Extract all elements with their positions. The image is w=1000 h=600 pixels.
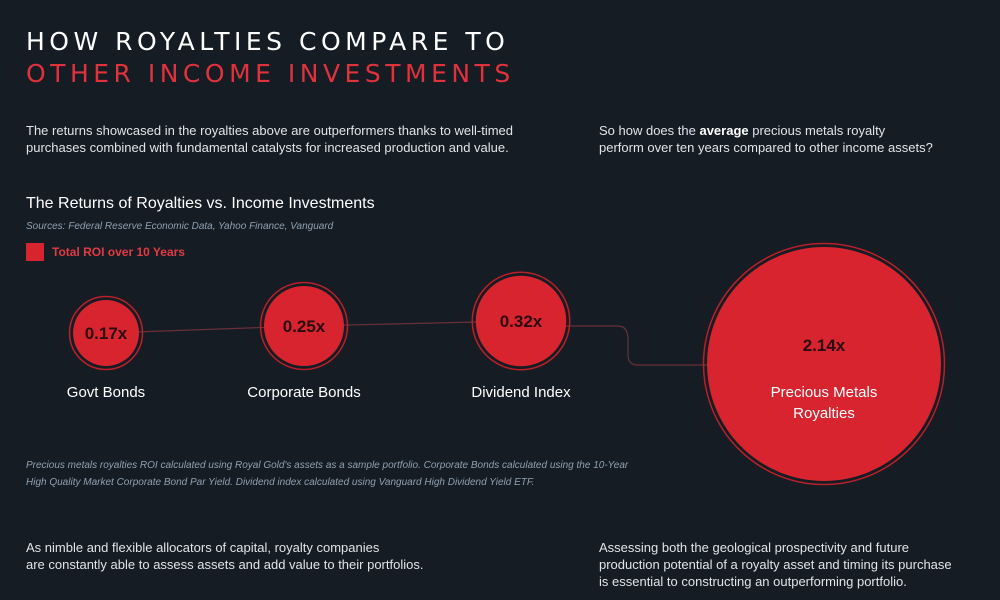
bubble-ring-1	[68, 295, 144, 371]
bottom-right-line-3: is essential to constructing an outperfo…	[599, 574, 907, 589]
chart-footnote: Precious metals royalties ROI calculated…	[26, 457, 726, 491]
value-label-3: 0.32x	[500, 312, 543, 331]
bubble-3	[475, 275, 567, 367]
bottom-left-line-2: are constantly able to assess assets and…	[26, 557, 424, 572]
bubble-1	[73, 300, 139, 366]
intro-left-line-2: purchases combined with fundamental cata…	[26, 140, 509, 155]
legend-swatch	[26, 243, 44, 261]
title-line-2: OTHER INCOME INVESTMENTS	[26, 59, 515, 88]
bubble-ring-3	[471, 271, 571, 371]
category-label-4-line-2: Royalties	[793, 405, 855, 422]
value-label-2: 0.25x	[283, 317, 326, 336]
intro-right-text-a: So how does the	[599, 123, 700, 138]
footnote-line-2: High Quality Market Corporate Bond Par Y…	[26, 477, 535, 488]
bubble-ring-2	[259, 281, 349, 371]
chart-legend: Total ROI over 10 Years	[26, 243, 185, 261]
chart-title: The Returns of Royalties vs. Income Inve…	[26, 195, 375, 212]
bottom-right-line-2: production potential of a royalty asset …	[599, 557, 952, 572]
intro-left-paragraph: The returns showcased in the royalties a…	[26, 122, 513, 156]
bottom-left-paragraph: As nimble and flexible allocators of cap…	[26, 539, 423, 573]
category-label-2: Corporate Bonds	[247, 384, 360, 401]
value-label-4: 2.14x	[803, 336, 846, 355]
intro-right-text-b: precious metals royalty	[748, 123, 886, 138]
intro-right-line-2: perform over ten years compared to other…	[599, 140, 933, 155]
connector-line-3	[521, 325, 824, 366]
bottom-left-line-1: As nimble and flexible allocators of cap…	[26, 540, 380, 555]
value-label-1: 0.17x	[85, 324, 128, 343]
bottom-right-line-1: Assessing both the geological prospectiv…	[599, 540, 910, 555]
intro-right-paragraph: So how does the average precious metals …	[599, 122, 933, 156]
bottom-right-paragraph: Assessing both the geological prospectiv…	[599, 539, 952, 590]
title-line-1: HOW ROYALTIES COMPARE TO	[26, 27, 510, 56]
bubble-2	[264, 286, 344, 366]
intro-left-line-1: The returns showcased in the royalties a…	[26, 123, 514, 138]
bubble-ring-4	[702, 242, 946, 486]
intro-right-emphasis: average	[699, 123, 749, 138]
category-label-4-line-1: Precious Metals	[771, 384, 878, 401]
category-label-3: Dividend Index	[471, 384, 571, 401]
category-label-1: Govt Bonds	[67, 384, 145, 401]
footnote-line-1: Precious metals royalties ROI calculated…	[26, 460, 629, 471]
bubble-4	[707, 247, 941, 481]
legend-label: Total ROI over 10 Years	[52, 245, 185, 259]
chart-sources: Sources: Federal Reserve Economic Data, …	[26, 221, 334, 232]
